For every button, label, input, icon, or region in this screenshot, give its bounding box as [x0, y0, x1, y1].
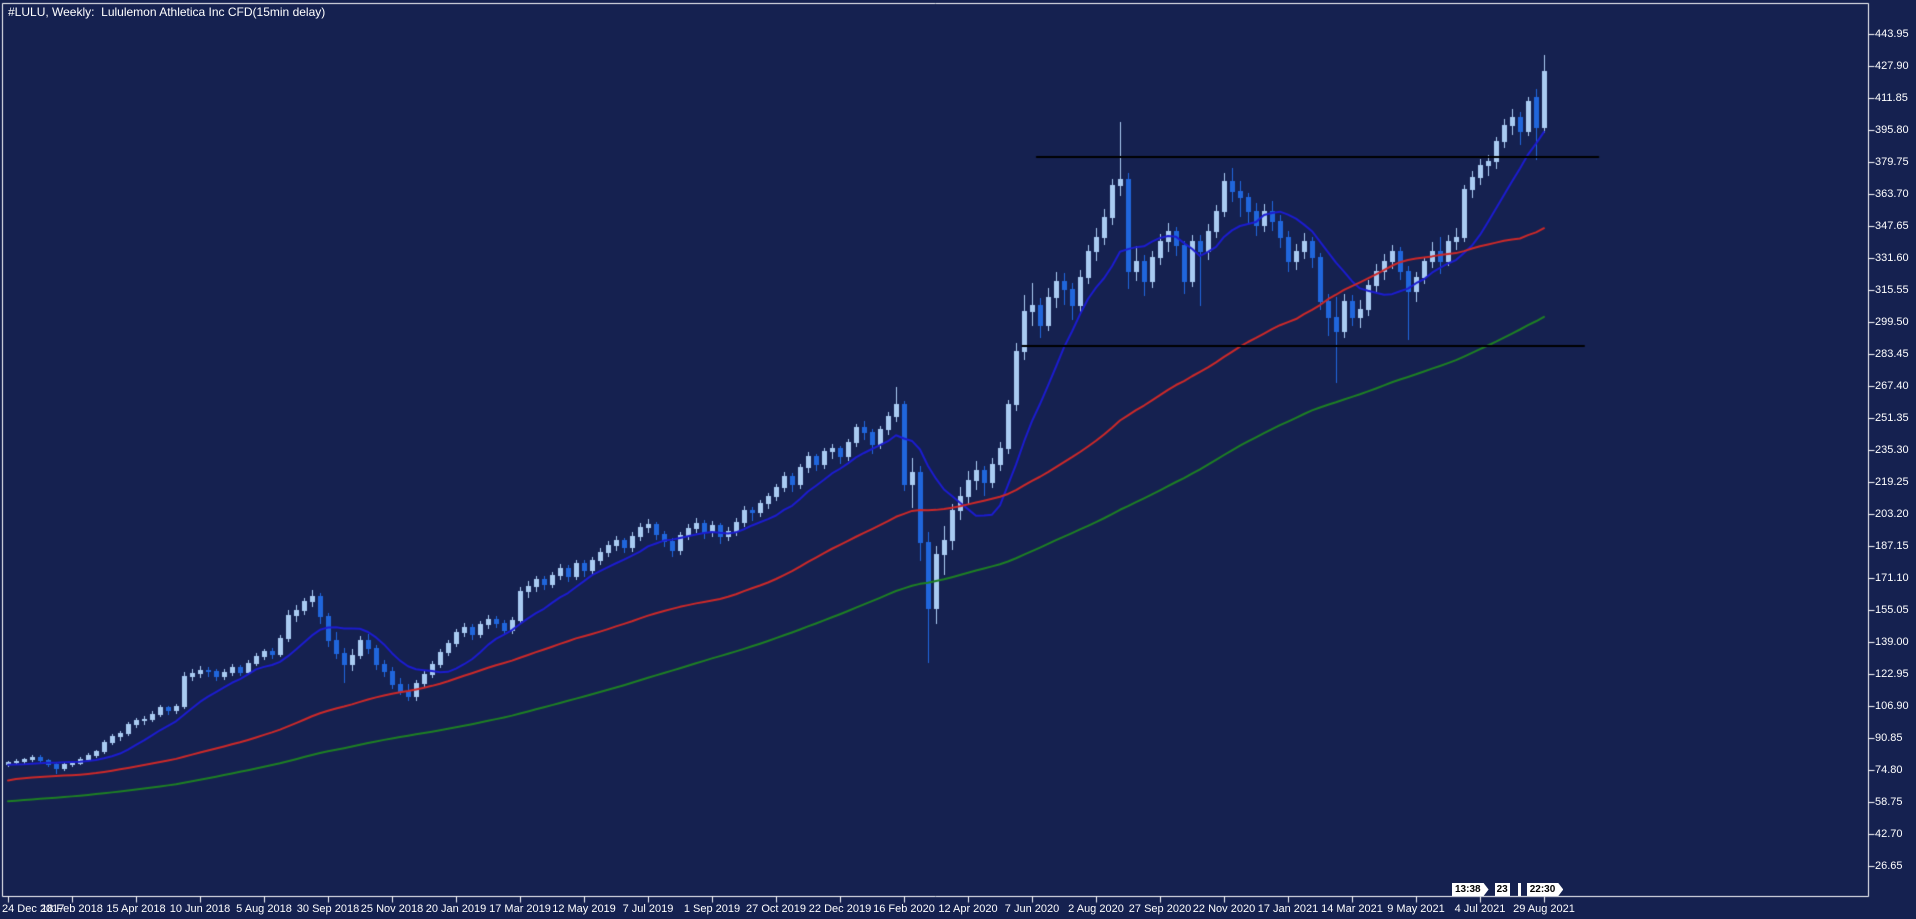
price-axis-label: 219.25	[1875, 476, 1909, 488]
price-axis-label: 283.45	[1875, 348, 1909, 360]
price-axis-label: 139.00	[1875, 636, 1909, 648]
price-axis-label: 411.85	[1875, 92, 1908, 104]
date-axis-label: 17 Mar 2019	[489, 903, 551, 915]
time-badge-mid[interactable]: 23	[1494, 883, 1510, 896]
date-axis-label: 15 Apr 2018	[106, 903, 166, 915]
price-axis-label: 331.60	[1875, 252, 1909, 264]
badge-gap	[1510, 883, 1518, 896]
badge-separator	[1517, 883, 1521, 896]
date-axis-label: 22 Dec 2019	[808, 903, 872, 915]
date-axis-label: 17 Jan 2021	[1257, 903, 1319, 915]
date-axis-label: 12 May 2019	[552, 903, 616, 915]
date-axis-label: 5 Aug 2018	[236, 903, 292, 915]
date-axis-label: 22 Nov 2020	[1192, 903, 1256, 915]
chart-title: #LULU, Weekly: Lululemon Athletica Inc C…	[8, 5, 326, 19]
date-axis-label: 12 Apr 2020	[938, 903, 998, 915]
price-axis-label: 155.05	[1875, 604, 1909, 616]
price-axis-label: 443.95	[1875, 28, 1909, 40]
price-axis-label: 315.55	[1875, 284, 1909, 296]
price-axis-label: 58.75	[1875, 796, 1903, 808]
price-axis-label: 379.75	[1875, 156, 1909, 168]
date-axis-label: 14 Mar 2021	[1321, 903, 1383, 915]
date-axis-label: 20 Jan 2019	[425, 903, 487, 915]
price-axis-label: 74.80	[1875, 764, 1903, 776]
time-badge-start[interactable]: 13:38	[1452, 883, 1489, 896]
price-axis-label: 42.70	[1875, 828, 1903, 840]
price-axis-label: 427.90	[1875, 60, 1909, 72]
price-axis-label: 363.70	[1875, 188, 1909, 200]
date-axis-label: 29 Aug 2021	[1513, 903, 1575, 915]
price-axis-label: 251.35	[1875, 412, 1909, 424]
date-axis-label: 7 Jul 2019	[622, 903, 674, 915]
date-axis-label: 30 Sep 2018	[296, 903, 360, 915]
date-axis-label: 9 May 2021	[1387, 903, 1445, 915]
date-axis-label: 4 Jul 2021	[1454, 903, 1506, 915]
price-axis-label: 171.10	[1875, 572, 1909, 584]
price-axis-label: 106.90	[1875, 700, 1909, 712]
session-time-badges: 13:38 23 22:30	[1452, 883, 1563, 896]
price-axis-label: 90.85	[1875, 732, 1903, 744]
date-axis-label: 25 Nov 2018	[360, 903, 424, 915]
date-axis-label: 27 Sep 2020	[1128, 903, 1192, 915]
price-axis-label: 267.40	[1875, 380, 1909, 392]
price-axis-label: 235.30	[1875, 444, 1909, 456]
date-axis-label: 1 Sep 2019	[683, 903, 741, 915]
date-axis-label: 10 Jun 2018	[169, 903, 231, 915]
date-axis-label: 27 Oct 2019	[746, 903, 806, 915]
price-axis-label: 395.80	[1875, 124, 1909, 136]
time-badge-end[interactable]: 22:30	[1527, 883, 1564, 896]
price-axis-label: 347.65	[1875, 220, 1909, 232]
date-axis-label: 2 Aug 2020	[1068, 903, 1124, 915]
price-axis-label: 122.95	[1875, 668, 1909, 680]
date-axis-label: 18 Feb 2018	[41, 903, 103, 915]
date-axis-label: 7 Jun 2020	[1004, 903, 1060, 915]
price-axis-label: 187.15	[1875, 540, 1909, 552]
badge-gap	[1521, 883, 1527, 896]
price-axis-label: 26.65	[1875, 860, 1903, 872]
date-axis-label: 24 Dec 2017	[2, 903, 65, 915]
date-axis-label: 16 Feb 2020	[873, 903, 935, 915]
price-axis-label: 299.50	[1875, 316, 1909, 328]
price-axis-label: 203.20	[1875, 508, 1909, 520]
